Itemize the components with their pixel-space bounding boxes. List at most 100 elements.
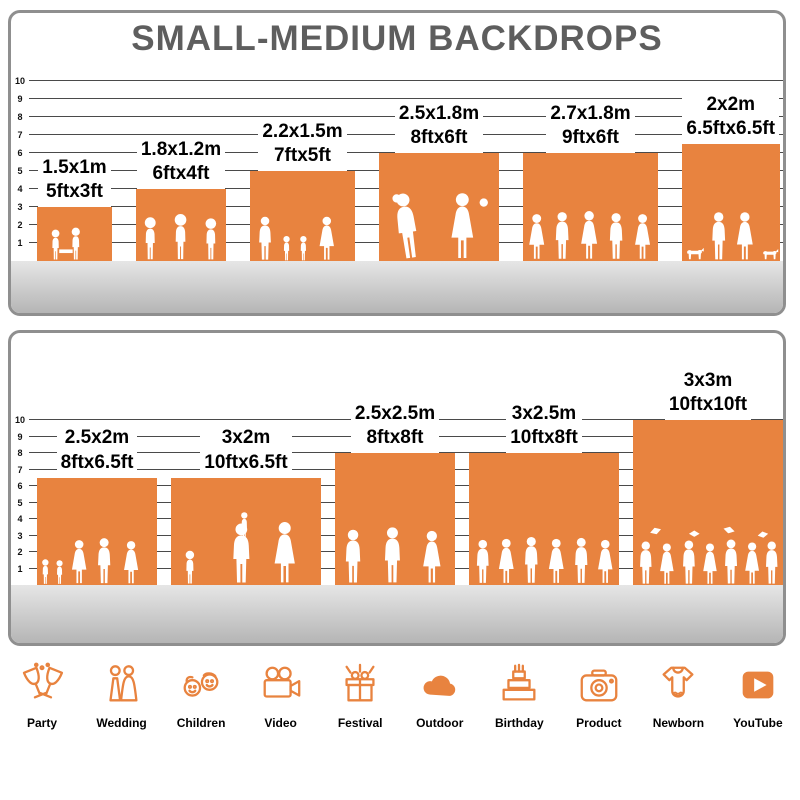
y-axis-tick: 3 — [17, 530, 23, 541]
size-chart-large: 2.5x2m 8ftx6.5ft 3x2m 10ftx6.5ft — [8, 330, 786, 646]
backdrop-rect — [250, 171, 355, 261]
size-label: 2.2x1.5m 7ftx5ft — [258, 119, 347, 171]
y-axis-tick: 10 — [14, 415, 25, 425]
backdrop-rect — [171, 477, 321, 585]
y-axis-tick: 6 — [17, 481, 23, 491]
size-meters: 2.5x2m — [64, 427, 130, 449]
backdrop-rect — [633, 420, 783, 585]
size-feet: 8ftx6ft — [410, 127, 468, 149]
y-axis-tick: 8 — [17, 448, 23, 458]
size-feet: 6ftx4ft — [152, 163, 210, 185]
y-axis-tick: 1 — [17, 563, 23, 574]
category-youtube: YouTube — [728, 662, 788, 730]
category-newborn: Newborn — [648, 662, 708, 730]
backdrop-block: 1.5x1m 5ftx3ft — [37, 155, 112, 261]
youtube-icon — [742, 671, 774, 699]
y-axis-tick: 10 — [14, 76, 25, 86]
category-label: YouTube — [733, 716, 783, 730]
category-label: Wedding — [96, 716, 147, 730]
size-meters: 2.7x1.8m — [550, 102, 631, 124]
size-label: 2.7x1.8m 9ftx6ft — [546, 101, 635, 153]
backdrop-rect — [37, 207, 112, 261]
size-meters: 2.5x2.5m — [354, 402, 436, 424]
size-meters: 3x3m — [683, 369, 733, 391]
size-feet: 10ftx6.5ft — [204, 452, 288, 474]
category-label: Festival — [337, 716, 383, 730]
backdrop-rect — [469, 453, 619, 585]
size-meters: 2x2m — [706, 93, 756, 115]
parent-lifting-child-silhouette — [185, 512, 295, 584]
category-label: Video — [264, 716, 297, 730]
backdrop-rect — [136, 189, 226, 261]
wedding-icon — [108, 665, 138, 702]
backdrop-block: 2.5x1.8m 8ftx6ft — [379, 101, 499, 261]
category-label: Children — [176, 716, 226, 730]
size-chart-small-medium: SMALL-MEDIUM BACKDROPS 1.5x1m 5ftx3ft 1.… — [8, 10, 786, 316]
size-feet: 8ftx8ft — [366, 427, 424, 449]
category-label: Outdoor — [416, 716, 464, 730]
outdoor-icon — [423, 675, 455, 696]
children-icon — [183, 672, 219, 697]
y-axis-tick: 4 — [17, 184, 23, 194]
backdrop-block: 2.5x2m 8ftx6.5ft — [37, 426, 157, 585]
product-icon — [580, 669, 618, 702]
size-feet: 5ftx3ft — [45, 181, 103, 203]
size-label: 2.5x2.5m 8ftx8ft — [350, 401, 440, 453]
size-feet: 10ftx8ft — [510, 427, 578, 449]
y-axis-tick: 5 — [17, 497, 23, 508]
size-feet: 8ftx6.5ft — [60, 452, 134, 474]
category-wedding: Wedding — [92, 662, 152, 730]
backdrop-block: 3x2m 10ftx6.5ft — [171, 426, 321, 585]
y-axis-tick: 2 — [17, 547, 23, 557]
category-video: Video — [251, 662, 311, 730]
category-label: Birthday — [494, 716, 544, 730]
party-group-silhouette — [529, 211, 651, 260]
backdrop-rect — [523, 153, 658, 261]
size-label: 3x2.5m 10ftx8ft — [506, 401, 582, 453]
gridline — [29, 80, 783, 81]
y-axis-tick: 7 — [17, 464, 23, 475]
newborn-icon — [662, 666, 694, 698]
family-group-silhouette — [42, 538, 139, 584]
y-axis-tick: 2 — [17, 220, 23, 230]
y-axis-tick: 3 — [17, 202, 23, 212]
party-icon — [22, 662, 64, 699]
y-axis-tick: 5 — [17, 166, 23, 176]
family-silhouette — [259, 216, 334, 260]
size-label: 3x2m 10ftx6.5ft — [200, 426, 292, 478]
gridline — [29, 98, 783, 99]
category-label: Party — [26, 716, 58, 730]
y-axis-tick: 9 — [17, 431, 23, 442]
category-children: Children — [171, 662, 231, 730]
category-label: Newborn — [652, 716, 705, 730]
size-label: 2.5x1.8m 8ftx6ft — [394, 101, 484, 153]
size-label: 2.5x2m 8ftx6.5ft — [56, 426, 138, 478]
size-meters: 1.8x1.2m — [140, 138, 222, 160]
size-feet: 6.5ftx6.5ft — [686, 118, 776, 140]
backdrop-rect — [379, 153, 499, 261]
size-meters: 2.5x1.8m — [398, 102, 480, 124]
wedding-couple-silhouette — [392, 192, 489, 260]
size-label: 3x3m 10ftx10ft — [664, 368, 752, 420]
size-meters: 2.2x1.5m — [262, 120, 343, 142]
size-meters: 1.5x1m — [42, 156, 107, 178]
ground-strip — [11, 585, 783, 643]
size-label: 1.5x1m 5ftx3ft — [38, 155, 111, 207]
graduation-crowd-silhouette — [639, 524, 777, 584]
size-feet: 9ftx6ft — [561, 127, 619, 149]
size-meters: 3x2.5m — [511, 402, 577, 424]
backdrop-blocks-row: 2.5x2m 8ftx6.5ft 3x2m 10ftx6.5ft — [37, 368, 783, 585]
backdrop-blocks-row: 1.5x1m 5ftx3ft 1.8x1.2m 6ftx4ft — [37, 92, 780, 261]
category-product: Product — [569, 662, 629, 730]
festival-icon — [345, 663, 375, 702]
backdrop-block: 2x2m 6.5ftx6.5ft — [682, 92, 780, 261]
y-axis-tick: 6 — [17, 148, 23, 158]
backdrop-block: 3x2.5m 10ftx8ft — [469, 401, 619, 585]
category-festival: Festival — [330, 662, 390, 730]
category-legend: Party Wedding Children Video — [12, 662, 788, 730]
standing-group-silhouette — [346, 527, 441, 583]
backdrop-block: 2.5x2.5m 8ftx8ft — [335, 401, 455, 585]
ground-strip — [11, 261, 783, 313]
size-label: 2x2m 6.5ftx6.5ft — [682, 92, 780, 144]
backdrop-rect — [682, 144, 780, 261]
